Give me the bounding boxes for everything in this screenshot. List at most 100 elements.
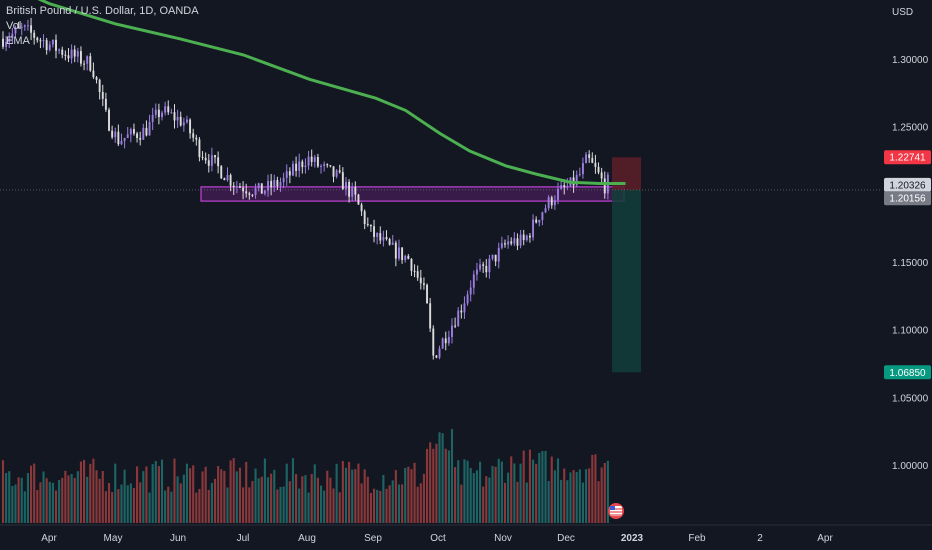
chart-legend[interactable]: British Pound / U.S. Dollar, 1D, OANDA V… — [6, 4, 199, 49]
volume-bar — [348, 461, 351, 523]
volume-bar — [207, 489, 210, 523]
candle-body — [451, 325, 453, 337]
volume-bar — [107, 482, 111, 523]
vol-indicator-label[interactable]: Vol — [6, 20, 22, 32]
candle-body — [578, 173, 581, 176]
candle-body — [516, 238, 519, 246]
volume-bar — [263, 458, 266, 523]
stop-loss-zone[interactable] — [612, 157, 641, 190]
volume-bar — [522, 450, 525, 523]
volume-bar — [566, 480, 569, 523]
candle-body — [426, 284, 428, 304]
volume-bar — [42, 471, 45, 523]
time-tick-label: Sep — [364, 533, 382, 544]
candle-body — [320, 165, 322, 167]
candle-body — [394, 242, 397, 259]
candle-body — [226, 175, 229, 181]
candle-body — [120, 140, 123, 145]
candle-body — [123, 137, 126, 141]
volume-bar — [61, 477, 64, 523]
volume-bar — [95, 470, 98, 523]
candle-body — [597, 166, 600, 173]
candle-body — [513, 238, 516, 244]
candle-body — [544, 208, 547, 213]
volume-bar — [335, 463, 338, 523]
price-tag — [884, 191, 931, 206]
candle-body — [494, 254, 497, 262]
volume-bar — [475, 470, 478, 523]
price-tick-label: 1.25000 — [892, 123, 929, 134]
candle-body — [488, 258, 491, 273]
candle-body — [429, 303, 432, 329]
price-tick-label: 1.15000 — [892, 258, 929, 269]
volume-bar — [120, 484, 123, 523]
volume-bar — [136, 466, 139, 523]
volume-bar — [435, 443, 438, 523]
volume-bar — [401, 484, 404, 523]
volume-bar — [298, 488, 301, 523]
candle-body — [2, 38, 4, 47]
take-profit-zone[interactable] — [612, 189, 641, 373]
candle-body — [491, 254, 494, 259]
volume-bar — [192, 465, 195, 523]
volume-bar — [323, 490, 326, 523]
volume-bar — [58, 480, 61, 523]
volume-bar — [198, 488, 201, 523]
candle-body — [591, 157, 594, 163]
volume-bar — [482, 486, 485, 523]
volume-bar — [151, 464, 154, 523]
price-axis[interactable]: USD 1.300001.250001.200001.150001.100001… — [892, 7, 929, 472]
price-tick-label: 1.05000 — [892, 393, 929, 404]
volume-bar — [179, 483, 182, 523]
candle-body — [248, 193, 251, 195]
volume-bar — [167, 486, 170, 523]
volume-bar — [313, 464, 316, 523]
volume-bar — [500, 461, 503, 523]
candle-body — [70, 49, 73, 59]
time-axis[interactable]: Apr May Jun Jul Aug Sep Oct Nov Dec 2023 Feb 2 Apr — [0, 524, 932, 544]
volume-bar — [51, 482, 54, 523]
candle-body — [432, 328, 435, 356]
candle-body — [413, 270, 416, 272]
volume-bar — [285, 463, 288, 523]
volume-bar — [126, 485, 129, 523]
candle-body — [167, 106, 170, 113]
time-tick-label: Apr — [41, 533, 57, 544]
candle-body — [8, 38, 11, 42]
volume-bar — [89, 463, 92, 523]
candle-body — [195, 137, 198, 140]
volume-bar — [111, 492, 114, 523]
candle-body — [419, 277, 422, 284]
volume-bar — [519, 463, 522, 523]
volume-bar — [575, 471, 578, 523]
volume-bar — [260, 476, 263, 523]
volume-bar — [139, 482, 142, 523]
candle-body — [550, 197, 553, 206]
candle-body — [507, 241, 510, 245]
volume-bar — [472, 473, 475, 523]
candle-body — [136, 133, 139, 138]
candle-body — [92, 70, 95, 78]
candle-body — [14, 27, 17, 34]
candle-body — [48, 44, 51, 51]
volume-bar — [201, 471, 204, 523]
candle-body — [126, 134, 129, 138]
candle-body — [457, 310, 460, 327]
volume-bar — [438, 432, 441, 523]
volume-bar — [26, 473, 30, 523]
volume-bar — [388, 485, 391, 523]
volume-bar — [132, 488, 136, 523]
candle-body — [173, 112, 176, 121]
candle-body — [42, 40, 45, 42]
candle-body — [51, 39, 54, 45]
volume-bar — [114, 463, 117, 523]
candle-body — [316, 157, 319, 167]
volume-bar — [23, 491, 26, 523]
us-flag-icon[interactable] — [608, 503, 624, 519]
volume-bar — [266, 477, 270, 523]
volume-bar — [242, 487, 245, 523]
volume-bar — [581, 482, 584, 523]
ema-indicator-label[interactable]: EMA — [6, 35, 30, 47]
volume-bar — [8, 471, 11, 523]
